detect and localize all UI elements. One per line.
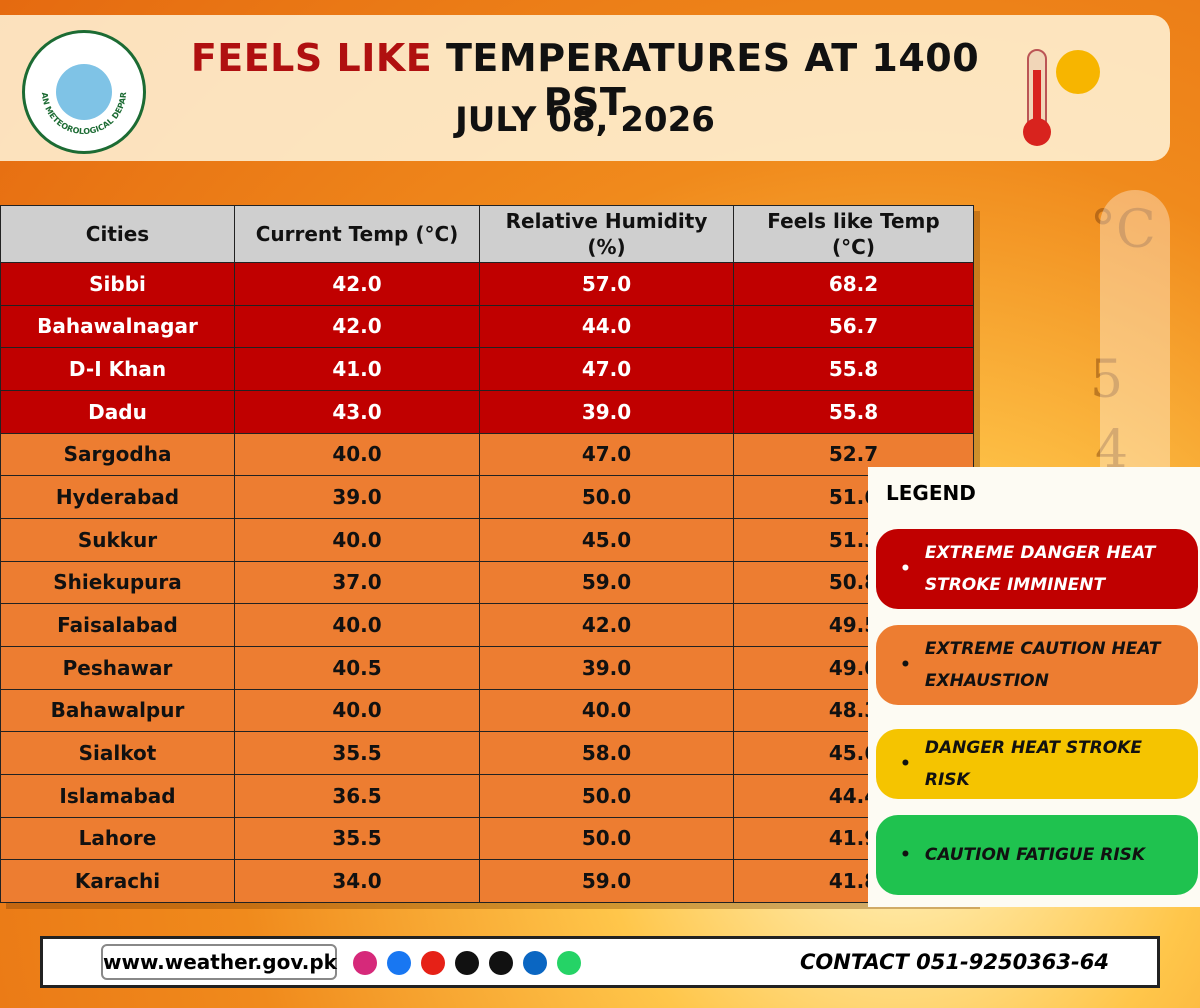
legend-item: CAUTION FATIGUE RISK: [876, 815, 1198, 895]
scale-label: 5: [1090, 350, 1124, 410]
value-cell: 45.0: [479, 517, 734, 562]
value-cell: 68.2: [733, 262, 974, 306]
city-cell: Sukkur: [0, 517, 235, 562]
table-row: Bahawalnagar 42.0 44.0 56.7: [0, 304, 974, 349]
value-cell: 43.0: [234, 389, 480, 434]
city-cell: Karachi: [0, 859, 235, 903]
value-cell: 42.0: [234, 262, 480, 306]
thermometer-icon: [1023, 49, 1100, 146]
value-cell: 58.0: [479, 731, 734, 775]
title-text: TEMPERATURES AT 1400 PST: [446, 36, 980, 124]
table-row: Islamabad 36.5 50.0 44.4: [0, 773, 974, 818]
header-panel: [0, 15, 1170, 161]
value-cell: 50.0: [479, 773, 734, 818]
city-cell: D-I Khan: [0, 347, 235, 391]
column-header: Cities: [0, 205, 235, 263]
website[interactable]: www.weather.gov.pk: [101, 944, 337, 980]
youtube-icon[interactable]: [421, 951, 445, 975]
value-cell: 39.0: [479, 645, 734, 690]
value-cell: 42.0: [479, 603, 734, 647]
value-cell: 55.8: [733, 347, 974, 391]
instagram-icon[interactable]: [353, 951, 377, 975]
value-cell: 47.0: [479, 432, 734, 477]
value-cell: 35.5: [234, 816, 480, 861]
value-cell: 40.5: [234, 645, 480, 690]
value-cell: 59.0: [479, 560, 734, 605]
city-cell: Sialkot: [0, 731, 235, 775]
value-cell: 40.0: [234, 603, 480, 647]
city-cell: Bahawalnagar: [0, 304, 235, 349]
city-cell: Sargodha: [0, 432, 235, 477]
table-row: Hyderabad 39.0 50.0 51.6: [0, 475, 974, 519]
value-cell: 40.0: [234, 432, 480, 477]
date: JULY 08, 2026: [455, 100, 715, 140]
city-cell: Peshawar: [0, 645, 235, 690]
legend-title: LEGEND: [886, 481, 976, 505]
city-cell: Hyderabad: [0, 475, 235, 519]
column-header: Feels like Temp (°C): [733, 205, 974, 263]
city-cell: Bahawalpur: [0, 688, 235, 733]
table-row: D-I Khan 41.0 47.0 55.8: [0, 347, 974, 391]
table-row: Karachi 34.0 59.0 41.8: [0, 859, 974, 903]
social-icons: [353, 951, 581, 975]
value-cell: 44.0: [479, 304, 734, 349]
table-row: Dadu 43.0 39.0 55.8: [0, 389, 974, 434]
value-cell: 42.0: [234, 304, 480, 349]
table-row: Sargodha 40.0 47.0 52.7: [0, 432, 974, 477]
value-cell: 39.0: [479, 389, 734, 434]
contact: CONTACT 051-9250363-64: [800, 950, 1109, 974]
tiktok-icon[interactable]: [455, 951, 479, 975]
facebook-icon[interactable]: [387, 951, 411, 975]
value-cell: 59.0: [479, 859, 734, 903]
table-row: Sukkur 40.0 45.0 51.3: [0, 517, 974, 562]
linkedin-icon[interactable]: [523, 951, 547, 975]
logo-ring: PAKISTAN METEOROLOGICAL DEPARTMENT: [22, 30, 128, 136]
legend-item: DANGER HEAT STROKE RISK: [876, 729, 1198, 799]
city-cell: Faisalabad: [0, 603, 235, 647]
data-table: Cities Current Temp (°C) Relative Humidity…: [0, 205, 974, 903]
table-row: Shiekupura 37.0 59.0 50.8: [0, 560, 974, 605]
table-row: Bahawalpur 40.0 40.0 48.3: [0, 688, 974, 733]
city-cell: Lahore: [0, 816, 235, 861]
table-row: Faisalabad 40.0 42.0 49.5: [0, 603, 974, 647]
whatsapp-icon[interactable]: [557, 951, 581, 975]
value-cell: 47.0: [479, 347, 734, 391]
value-cell: 34.0: [234, 859, 480, 903]
scale-label: °C: [1090, 200, 1156, 260]
column-header: Current Temp (°C): [234, 205, 480, 263]
value-cell: 40.0: [479, 688, 734, 733]
logo-emblem: [56, 64, 112, 120]
value-cell: 56.7: [733, 304, 974, 349]
value-cell: 35.5: [234, 731, 480, 775]
table-row: Sibbi 42.0 57.0 68.2: [0, 262, 974, 306]
table-row: Sialkot 35.5 58.0 45.6: [0, 731, 974, 775]
value-cell: 39.0: [234, 475, 480, 519]
city-cell: Islamabad: [0, 773, 235, 818]
title-highlight: FEELS LIKE: [190, 36, 433, 80]
legend-item: EXTREME CAUTION HEAT EXHAUSTION: [876, 625, 1198, 705]
value-cell: 41.0: [234, 347, 480, 391]
legend: LEGEND EXTREME DANGER HEAT STROKE IMMINEN…: [868, 467, 1200, 907]
city-cell: Dadu: [0, 389, 235, 434]
value-cell: 36.5: [234, 773, 480, 818]
table-row: Peshawar 40.5 39.0 49.0: [0, 645, 974, 690]
value-cell: 57.0: [479, 262, 734, 306]
value-cell: 40.0: [234, 517, 480, 562]
city-cell: Shiekupura: [0, 560, 235, 605]
column-header: Relative Humidity (%): [479, 205, 734, 263]
value-cell: 50.0: [479, 475, 734, 519]
table-row: Lahore 35.5 50.0 41.9: [0, 816, 974, 861]
x-icon[interactable]: [489, 951, 513, 975]
value-cell: 50.0: [479, 816, 734, 861]
legend-item: EXTREME DANGER HEAT STROKE IMMINENT: [876, 529, 1198, 609]
value-cell: 37.0: [234, 560, 480, 605]
value-cell: 40.0: [234, 688, 480, 733]
city-cell: Sibbi: [0, 262, 235, 306]
title: FEELS LIKE TEMPERATURES AT 1400 PST: [150, 36, 1020, 124]
value-cell: 55.8: [733, 389, 974, 434]
